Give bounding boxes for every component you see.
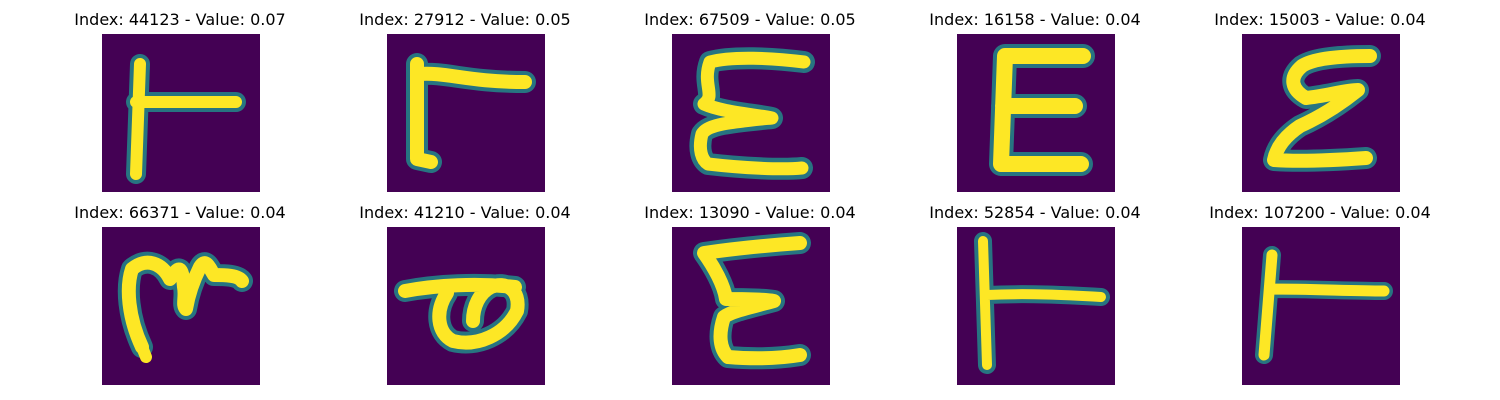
panel-3: Index: 67509 - Value: 0.05 <box>600 0 900 192</box>
panel-title: Index: 41210 - Value: 0.04 <box>359 203 571 222</box>
panel-title: Index: 27912 - Value: 0.05 <box>359 10 571 29</box>
panel-title: Index: 44123 - Value: 0.07 <box>74 10 286 29</box>
panel-4: Index: 16158 - Value: 0.04 <box>885 0 1185 192</box>
panel-9: Index: 52854 - Value: 0.04 <box>885 193 1185 385</box>
glyph-image <box>1242 34 1400 192</box>
panel-5: Index: 15003 - Value: 0.04 <box>1170 0 1470 192</box>
panel-title: Index: 66371 - Value: 0.04 <box>74 203 286 222</box>
panel-title: Index: 15003 - Value: 0.04 <box>1214 10 1426 29</box>
panel-title: Index: 16158 - Value: 0.04 <box>929 10 1141 29</box>
panel-6: Index: 66371 - Value: 0.04 <box>30 193 330 385</box>
glyph-image <box>387 34 545 192</box>
panel-title: Index: 107200 - Value: 0.04 <box>1209 203 1431 222</box>
glyph-image <box>102 227 260 385</box>
image-background <box>102 34 260 192</box>
glyph-image <box>1242 227 1400 385</box>
glyph-image <box>672 227 830 385</box>
panel-title: Index: 67509 - Value: 0.05 <box>644 10 856 29</box>
panel-10: Index: 107200 - Value: 0.04 <box>1170 193 1470 385</box>
glyph-image <box>957 34 1115 192</box>
panel-7: Index: 41210 - Value: 0.04 <box>315 193 615 385</box>
glyph-image <box>672 34 830 192</box>
panel-title: Index: 13090 - Value: 0.04 <box>644 203 856 222</box>
glyph-image <box>957 227 1115 385</box>
glyph-image <box>387 227 545 385</box>
panel-title: Index: 52854 - Value: 0.04 <box>929 203 1141 222</box>
panel-8: Index: 13090 - Value: 0.04 <box>600 193 900 385</box>
panel-1: Index: 44123 - Value: 0.07 <box>30 0 330 192</box>
glyph-image <box>102 34 260 192</box>
panel-2: Index: 27912 - Value: 0.05 <box>315 0 615 192</box>
